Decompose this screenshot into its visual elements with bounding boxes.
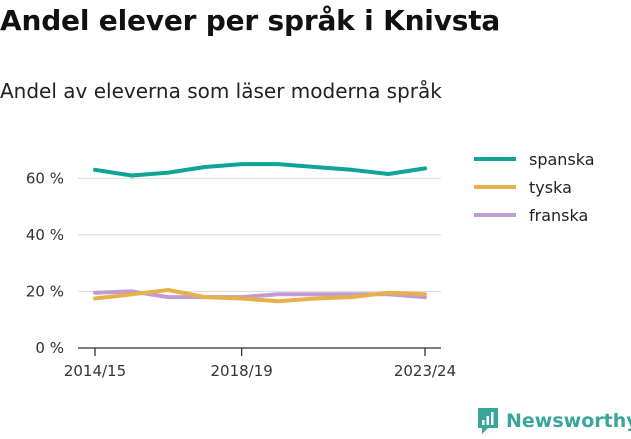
legend-label-franska: franska bbox=[529, 206, 588, 225]
x-tick-label: 2014/15 bbox=[64, 362, 126, 380]
brand-name: Newsworthy bbox=[506, 410, 631, 432]
newsworthy-logo: Newsworthy bbox=[476, 406, 631, 436]
legend-label-spanska: spanska bbox=[529, 150, 595, 169]
chart-subtitle: Andel av eleverna som läser moderna språ… bbox=[0, 79, 442, 103]
legend: spanska tyska franska bbox=[474, 150, 595, 225]
series-line-tyska bbox=[93, 288, 427, 304]
x-tick-label: 2023/24 bbox=[394, 362, 456, 380]
chart-title: Andel elever per språk i Knivsta bbox=[0, 4, 501, 37]
axes: 0 % 20 % 40 % 60 % 2014/15 2018/19 2023/24 bbox=[26, 169, 456, 380]
x-tick-label: 2018/19 bbox=[211, 362, 273, 380]
y-tick-label: 0 % bbox=[35, 339, 64, 357]
y-tick-label: 60 % bbox=[26, 169, 64, 187]
legend-label-tyska: tyska bbox=[529, 178, 572, 197]
newsworthy-logo-icon bbox=[478, 408, 498, 434]
series-line-spanska bbox=[93, 162, 427, 178]
y-tick-label: 20 % bbox=[26, 282, 64, 300]
y-tick-label: 40 % bbox=[26, 226, 64, 244]
series-lines bbox=[93, 162, 427, 304]
grid-lines bbox=[78, 177, 441, 292]
